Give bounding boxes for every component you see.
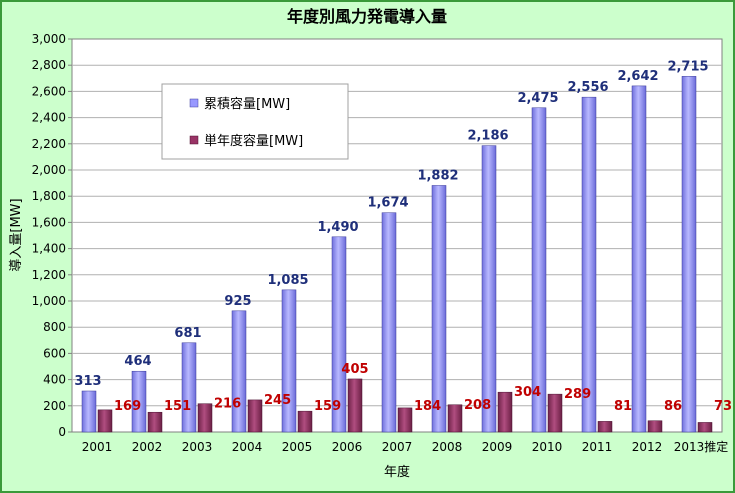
bar-annual [497,391,513,433]
x-tick-label: 2003 [182,440,213,454]
data-label-annual: 208 [464,398,491,413]
legend: 累積容量[MW] 単年度容量[MW] [161,83,349,160]
data-label-annual: 81 [614,399,632,414]
bar-annual [347,378,363,433]
y-axis-ticks: 0 200 400 600 800 1,000 1,200 1,400 1,600 1,800 2,… [32,32,72,439]
data-label-cumulative: 1,882 [417,168,458,183]
bar-cumulative [531,107,547,433]
x-tick-label: 2005 [282,440,313,454]
data-label-annual: 73 [714,399,732,414]
bar-cumulative [481,145,497,433]
bar-cumulative [231,310,247,433]
bar-annual [297,410,313,433]
bar-cumulative [331,236,347,433]
data-label-cumulative: 2,642 [617,69,658,84]
bar-cumulative [181,342,197,433]
legend-label-cumulative: 累積容量[MW] [204,96,290,112]
y-axis-label: 導入量[MW] [9,198,24,271]
data-label-cumulative: 681 [174,326,201,341]
data-label-annual: 86 [664,399,682,414]
x-tick-label: 2009 [482,440,513,454]
legend-box [161,83,349,160]
bar-cumulative [81,390,97,433]
bar-cumulative [431,185,447,433]
data-label-cumulative: 313 [74,374,101,389]
data-label-annual: 216 [214,397,241,412]
data-label-cumulative: 1,490 [317,220,358,235]
x-tick-label: 2001 [82,440,113,454]
chart-title: 年度別風力発電導入量 [287,7,447,26]
y-tick-label: 1,000 [32,294,66,308]
x-tick-label: 2008 [432,440,463,454]
bar-annual [197,403,213,433]
data-label-annual: 151 [164,399,191,414]
bar-annual [247,399,263,433]
y-tick-label: 1,600 [32,215,66,229]
bar-cumulative [581,96,597,433]
x-tick-label: 2010 [532,440,563,454]
x-tick-label: 2007 [382,440,413,454]
y-tick-label: 400 [43,373,66,387]
bar-annual [697,422,713,433]
bar-annual [447,404,463,433]
data-label-cumulative: 2,556 [567,80,608,95]
legend-swatch-cumulative [189,98,199,108]
gridlines [72,64,722,407]
y-tick-label: 2,800 [32,58,66,72]
bar-annual [147,411,163,433]
y-tick-label: 600 [43,346,66,360]
y-tick-label: 1,800 [32,189,66,203]
bars [81,76,713,433]
x-tick-label: 2006 [332,440,363,454]
bar-cumulative [131,370,147,433]
bar-labels: 313 169 464 151 681 216 925 245 1,085 159 1,490 405… [74,59,732,414]
data-label-annual: 159 [314,399,341,414]
data-label-annual: 304 [514,385,541,400]
bar-cumulative [681,76,697,433]
x-tick-label: 2011 [582,440,613,454]
bar-cumulative [281,289,297,433]
data-label-cumulative: 464 [124,354,151,369]
y-tick-label: 0 [58,425,66,439]
data-label-cumulative: 925 [224,294,251,309]
data-label-cumulative: 2,186 [467,129,508,144]
y-tick-label: 2,000 [32,163,66,177]
x-tick-label: 2012 [632,440,663,454]
legend-label-annual: 単年度容量[MW] [204,133,303,149]
data-label-annual: 289 [564,387,591,402]
y-tick-label: 800 [43,320,66,334]
y-tick-label: 200 [43,399,66,413]
bar-annual [647,420,663,433]
x-axis-label: 年度 [384,464,410,480]
legend-swatch-annual [189,135,199,145]
y-tick-label: 2,200 [32,137,66,151]
y-tick-label: 3,000 [32,32,66,46]
bar-annual [97,409,113,433]
y-tick-label: 1,400 [32,242,66,256]
data-label-cumulative: 2,475 [517,91,558,106]
data-label-annual: 184 [414,399,441,414]
data-label-cumulative: 1,085 [267,273,308,288]
x-tick-label: 2004 [232,440,263,454]
data-label-cumulative: 1,674 [367,196,408,211]
bar-annual [597,421,613,433]
y-tick-label: 2,400 [32,111,66,125]
x-axis-ticks: 2001 2002 2003 2004 2005 2006 2007 2008 2009 2010… [82,439,729,454]
data-label-annual: 405 [341,362,368,377]
data-label-annual: 245 [264,393,291,408]
data-label-annual: 169 [114,399,141,414]
bar-annual [397,407,413,433]
bar-annual [547,393,563,433]
y-tick-label: 1,200 [32,268,66,282]
y-tick-label: 2,600 [32,84,66,98]
bar-cumulative [381,212,397,433]
x-tick-label: 2002 [132,440,163,454]
bar-cumulative [631,85,647,433]
x-tick-label: 2013推定 [674,439,729,454]
data-label-cumulative: 2,715 [667,59,708,74]
